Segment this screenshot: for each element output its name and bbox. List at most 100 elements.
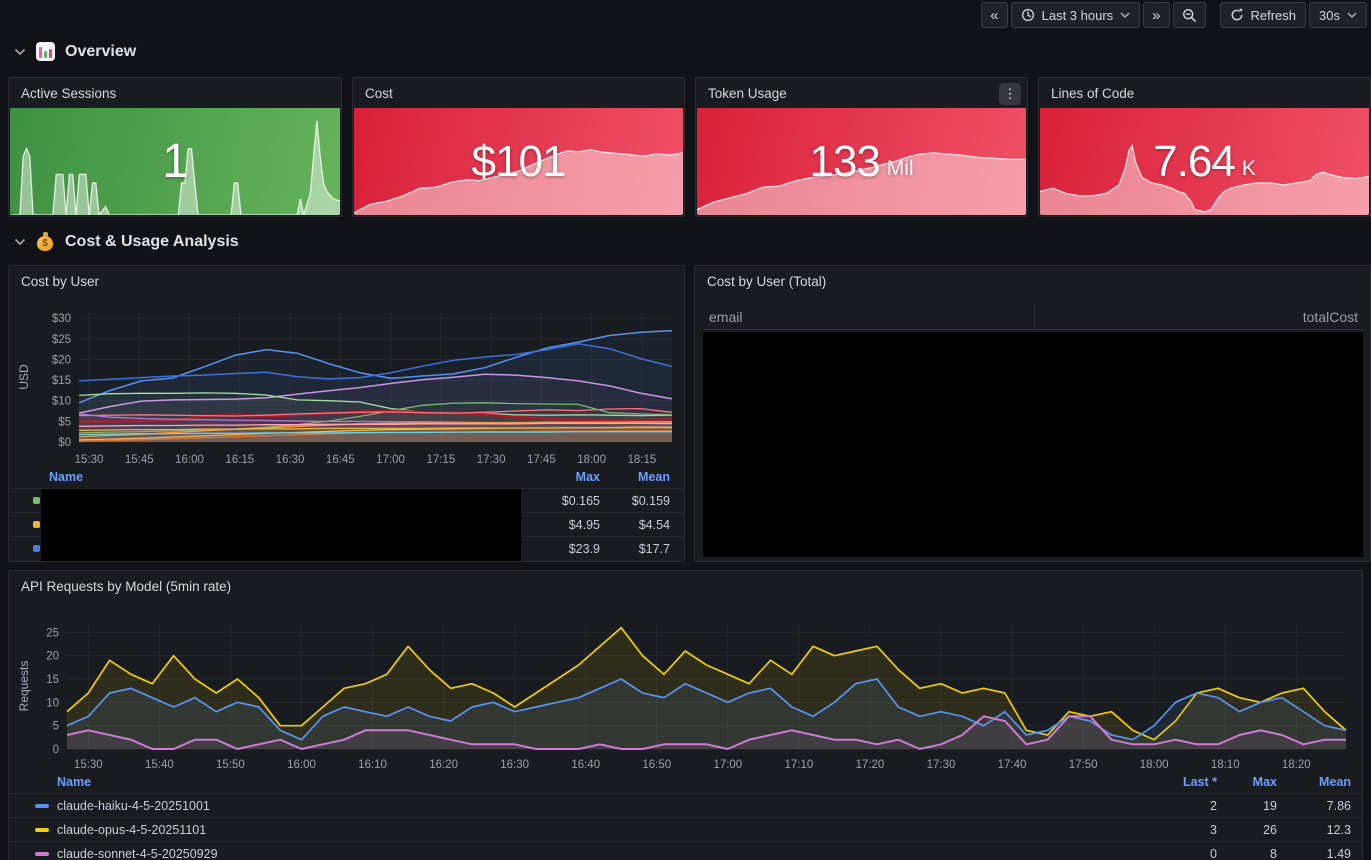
svg-text:$0: $0 — [58, 437, 71, 449]
svg-text:17:00: 17:00 — [376, 454, 405, 466]
bar-chart-emoji-icon — [36, 42, 55, 61]
series-color-dash — [35, 804, 49, 808]
svg-text:15:30: 15:30 — [75, 454, 104, 466]
svg-text:0: 0 — [53, 744, 59, 756]
stat-unit: K — [1242, 157, 1256, 181]
svg-text:18:15: 18:15 — [627, 454, 656, 466]
stat-value: 1 — [10, 108, 340, 215]
svg-text:17:45: 17:45 — [527, 454, 556, 466]
legend-series-toggle[interactable]: claude-haiku-4-5-20251001 — [9, 799, 1147, 813]
svg-text:17:10: 17:10 — [784, 759, 813, 771]
api-requests-legend: Name Last * Max Mean claude-haiku-4-5-20… — [9, 771, 1363, 860]
panel-title[interactable]: API Requests by Model (5min rate) — [9, 571, 1362, 601]
legend-series-toggle[interactable]: claude-sonnet-4-5-20250929 — [9, 847, 1147, 860]
legend-row: claude-haiku-4-5-20251001 2 19 7.86 — [9, 793, 1363, 817]
svg-text:17:15: 17:15 — [426, 454, 455, 466]
svg-text:15: 15 — [46, 674, 59, 686]
section-title: Overview — [65, 43, 136, 61]
svg-text:20: 20 — [46, 651, 59, 663]
svg-text:17:30: 17:30 — [927, 759, 956, 771]
column-divider[interactable] — [1034, 304, 1035, 330]
time-shift-back-button[interactable]: « — [981, 2, 1007, 28]
svg-text:16:40: 16:40 — [571, 759, 600, 771]
column-header-totalcost[interactable]: totalCost — [1303, 309, 1358, 325]
section-collapse-icon[interactable] — [14, 238, 26, 246]
svg-text:16:30: 16:30 — [276, 454, 305, 466]
series-color-dot — [33, 497, 40, 504]
stat-body[interactable]: 133 Mil — [697, 108, 1026, 215]
stat-value: $101 — [354, 108, 683, 215]
redaction-box — [703, 332, 1363, 557]
svg-text:18:20: 18:20 — [1282, 759, 1311, 771]
panel-menu-kebab-icon[interactable]: ⋮ — [999, 83, 1021, 105]
svg-text:5: 5 — [53, 721, 59, 733]
legend-header-name[interactable]: Name — [9, 775, 1147, 789]
svg-text:15:45: 15:45 — [125, 454, 154, 466]
svg-text:17:40: 17:40 — [998, 759, 1027, 771]
legend-header-mean[interactable]: Mean — [600, 470, 670, 484]
stat-value: 7.64 K — [1040, 108, 1369, 215]
panel-active-sessions: Active Sessions 1 — [8, 77, 342, 217]
stat-body[interactable]: 7.64 K — [1040, 108, 1369, 215]
svg-text:$15: $15 — [52, 375, 71, 387]
money-bag-emoji-icon: $ — [36, 232, 55, 251]
legend-header-max[interactable]: Max — [1217, 775, 1277, 789]
svg-text:15:30: 15:30 — [74, 759, 103, 771]
svg-text:18:10: 18:10 — [1211, 759, 1240, 771]
refresh-button[interactable]: Refresh — [1220, 2, 1307, 28]
svg-text:Requests: Requests — [17, 661, 31, 712]
panel-title[interactable]: Token Usage — [696, 78, 1027, 108]
panel-title[interactable]: Cost — [353, 78, 684, 108]
svg-text:$30: $30 — [52, 313, 71, 325]
panel-title[interactable]: Active Sessions — [9, 78, 341, 108]
zoom-out-icon — [1182, 8, 1197, 23]
svg-text:17:30: 17:30 — [477, 454, 506, 466]
time-shift-forward-button[interactable]: » — [1143, 2, 1169, 28]
legend-header-name[interactable]: Name — [9, 470, 530, 484]
section-collapse-icon[interactable] — [14, 48, 26, 56]
panel-cost: Cost $101 — [352, 77, 685, 217]
series-color-dash — [35, 828, 49, 832]
svg-text:USD: USD — [17, 364, 31, 390]
panel-cost-by-user: Cost by User $0$5$10$15$20$25$3015:3015:… — [8, 265, 685, 562]
panel-lines-of-code: Lines of Code 7.64 K — [1038, 77, 1371, 217]
svg-text:16:30: 16:30 — [500, 759, 529, 771]
time-toolbar: « Last 3 hours » — [981, 2, 1367, 28]
cost-by-user-chart[interactable]: $0$5$10$15$20$25$3015:3015:4516:0016:151… — [15, 302, 678, 470]
svg-text:25: 25 — [46, 627, 59, 639]
zoom-out-time-button[interactable] — [1173, 2, 1206, 28]
section-overview[interactable]: Overview — [14, 42, 136, 61]
column-header-email[interactable]: email — [709, 309, 742, 325]
refresh-interval-picker[interactable]: 30s — [1309, 2, 1367, 28]
series-color-dash — [35, 852, 49, 856]
section-cost-usage[interactable]: $ Cost & Usage Analysis — [14, 232, 239, 251]
svg-text:16:20: 16:20 — [429, 759, 458, 771]
panel-api-requests: API Requests by Model (5min rate) 051015… — [8, 570, 1363, 860]
legend-header-last[interactable]: Last * — [1147, 775, 1217, 789]
stat-body[interactable]: 1 — [10, 108, 340, 215]
legend-header-max[interactable]: Max — [530, 470, 600, 484]
refresh-icon — [1230, 8, 1244, 22]
legend-series-toggle[interactable]: claude-opus-4-5-20251101 — [9, 823, 1147, 837]
panel-title[interactable]: Cost by User (Total) — [695, 266, 1370, 296]
svg-text:16:00: 16:00 — [175, 454, 204, 466]
svg-text:17:20: 17:20 — [856, 759, 885, 771]
api-requests-chart[interactable]: 051015202515:3015:4015:5016:0016:1016:20… — [15, 615, 1358, 775]
chevrons-left-icon: « — [990, 8, 998, 23]
svg-text:$20: $20 — [52, 354, 71, 366]
chevron-down-icon — [1120, 12, 1130, 18]
grafana-dashboard: « Last 3 hours » — [0, 0, 1371, 860]
chevron-down-icon — [1347, 12, 1357, 18]
stat-unit: Mil — [887, 157, 914, 181]
time-range-picker[interactable]: Last 3 hours — [1011, 2, 1141, 28]
panel-title[interactable]: Lines of Code — [1039, 78, 1370, 108]
svg-text:16:15: 16:15 — [225, 454, 254, 466]
chevrons-right-icon: » — [1152, 8, 1160, 23]
redaction-box — [41, 489, 521, 562]
legend-header-mean[interactable]: Mean — [1277, 775, 1351, 789]
panel-cost-by-user-total: Cost by User (Total) email totalCost — [694, 265, 1371, 562]
panel-title[interactable]: Cost by User — [9, 266, 684, 296]
svg-text:16:10: 16:10 — [358, 759, 387, 771]
stat-body[interactable]: $101 — [354, 108, 683, 215]
svg-text:16:45: 16:45 — [326, 454, 355, 466]
